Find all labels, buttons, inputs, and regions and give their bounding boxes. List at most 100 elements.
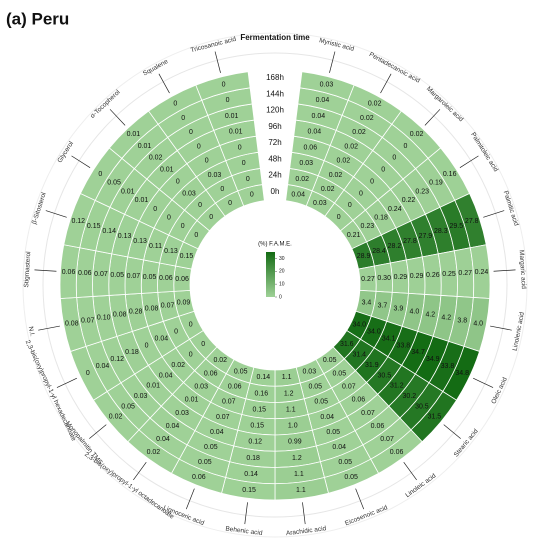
series-label: β-Sitosterol [31,191,48,225]
cell-value: 0 [181,115,185,122]
chart-title: (a) Peru [6,9,69,28]
leader-line [158,73,170,94]
cell-value: 0 [238,144,242,151]
cell-value: 34.7 [411,349,425,356]
colorbar-tick-label: 20 [279,269,285,275]
cell-value: 34.1 [382,335,396,342]
cell-value: 0.06 [192,474,206,481]
cell-value: 0.29 [394,274,408,281]
cell-value: 0.02 [171,362,185,369]
cell-value: 0.15 [180,253,194,260]
series-label: Eicosenoic acid [344,504,389,527]
cell-value: 0.04 [96,363,110,370]
cell-value: 0 [153,206,157,213]
cell-value: 0.04 [308,129,322,136]
cell-value: 0.03 [313,200,327,207]
cell-value: 0.16 [254,390,268,397]
series-label: Margaroleic acid [425,86,465,124]
cell-value: 0.26 [426,272,440,279]
cell-value: 0.08 [65,321,79,328]
cell-value: 28.9 [357,253,371,260]
time-label: 24h [268,171,281,180]
cell-value: 0 [242,160,246,167]
cell-value: 0.99 [288,439,302,446]
cell-value: 0.01 [225,113,239,120]
cell-value: 0.02 [149,155,163,162]
cell-value: 0.02 [352,129,366,136]
cell-value: 0 [173,101,177,108]
cell-value: 27.9 [419,233,433,240]
series-label: Stigmasterol [23,251,32,288]
cell-value: 0.05 [323,357,337,364]
cell-value: 4.2 [441,315,451,322]
cell-value: 0 [404,143,408,150]
series-label: Margaric acid [518,250,527,290]
series-label: 2,3-bis(oxy)propyl-1-yl hexadecanoate [24,339,78,442]
leader-line [185,488,195,510]
cell-value: 34.0 [367,328,381,335]
cell-value: 0.04 [312,113,326,120]
time-label: 120h [266,106,284,115]
cell-value: 0 [222,81,226,88]
cell-value: 0.07 [342,383,356,390]
cell-value: 0.03 [175,410,189,417]
cell-value: 0.28 [129,308,143,315]
cell-value: 0.18 [125,349,139,356]
cell-value: 0.18 [374,215,388,222]
leader-line [424,109,441,126]
cell-value: 0.13 [118,233,132,240]
cell-value: 0.06 [62,269,76,276]
cell-value: 0.13 [133,238,147,245]
cell-value: 0 [220,186,224,193]
leader-line [355,488,365,510]
cell-value: 0.03 [208,172,222,179]
time-axis-title: Fermentation time [240,33,310,42]
cell-value: 1.1 [286,406,296,413]
cell-value: 0.04 [320,414,334,421]
cell-value: 0.29 [410,273,424,280]
cell-value: 0 [145,342,149,349]
cell-value: 0 [189,129,193,136]
cell-value: 31.9 [365,362,379,369]
time-label: 0h [271,187,280,196]
outer-ring [42,52,508,518]
leader-line [244,502,248,525]
cell-value: 0.04 [156,436,170,443]
cell-value: 30.5 [415,403,429,410]
leader-line [483,210,505,218]
cell-value: 3.4 [362,299,372,306]
cell-value: 0.05 [110,272,124,279]
series-label: Linolenic acid [512,311,526,351]
cell-value: 0 [201,341,205,348]
cell-value: 0 [189,352,193,359]
cell-value: 0.04 [316,97,330,104]
cell-value: 0 [205,158,209,165]
cell-value: 0 [198,202,202,209]
cell-value: 0.04 [210,429,224,436]
cell-value: 0.04 [159,372,173,379]
cell-value: 0.18 [246,455,260,462]
leader-line [133,461,147,481]
cell-value: 29.5 [449,223,463,230]
cell-value: 0.15 [250,423,264,430]
cell-value: 33.8 [441,363,455,370]
time-label: 144h [266,89,284,98]
cell-value: 0.05 [332,370,346,377]
cell-value: 31.2 [390,383,404,390]
cell-value: 0.27 [361,276,375,283]
cell-value: 1.1 [296,487,306,494]
cell-value: 0.07 [81,318,95,325]
cell-value: 0.05 [234,368,248,375]
leader-line [329,51,336,73]
cell-value: 1.0 [288,423,298,430]
series-label: Linoleic acid [404,472,437,499]
cell-value: 0 [167,215,171,222]
cell-value: 0.01 [146,383,160,390]
cell-value: 4.0 [409,308,419,315]
cell-value: 0.06 [159,275,173,282]
cell-value: 0.01 [135,197,149,204]
time-label: 168h [266,73,284,82]
cell-value: 0.06 [78,270,92,277]
cell-value: 0.14 [257,374,271,381]
cell-value: 1.2 [284,390,294,397]
